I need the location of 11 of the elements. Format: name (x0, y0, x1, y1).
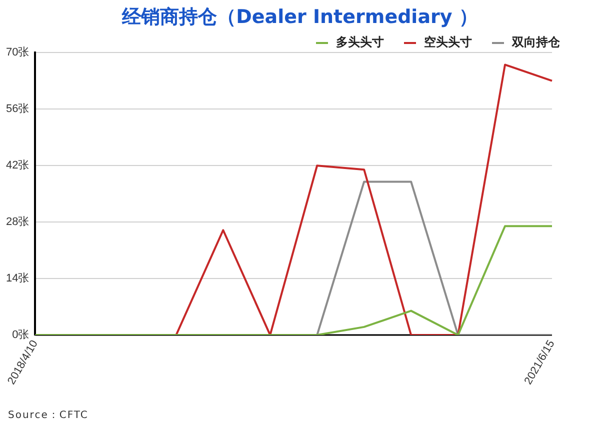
legend-label: 空头头寸 (423, 34, 472, 51)
legend-label: 多头头寸 (335, 34, 384, 51)
y-tick-label: 42张 (6, 158, 30, 172)
y-tick-label: 14张 (6, 272, 30, 285)
source-note: Source：CFTC (8, 409, 88, 422)
legend-label: 双向持仓 (510, 34, 560, 51)
chart-title: 经销商持仓（Dealer Intermediary ） (120, 5, 479, 30)
y-tick-label: 70张 (6, 46, 30, 59)
y-tick-label: 28张 (6, 215, 30, 228)
y-tick-label: 0张 (12, 328, 30, 342)
y-tick-label: 56张 (6, 102, 30, 116)
